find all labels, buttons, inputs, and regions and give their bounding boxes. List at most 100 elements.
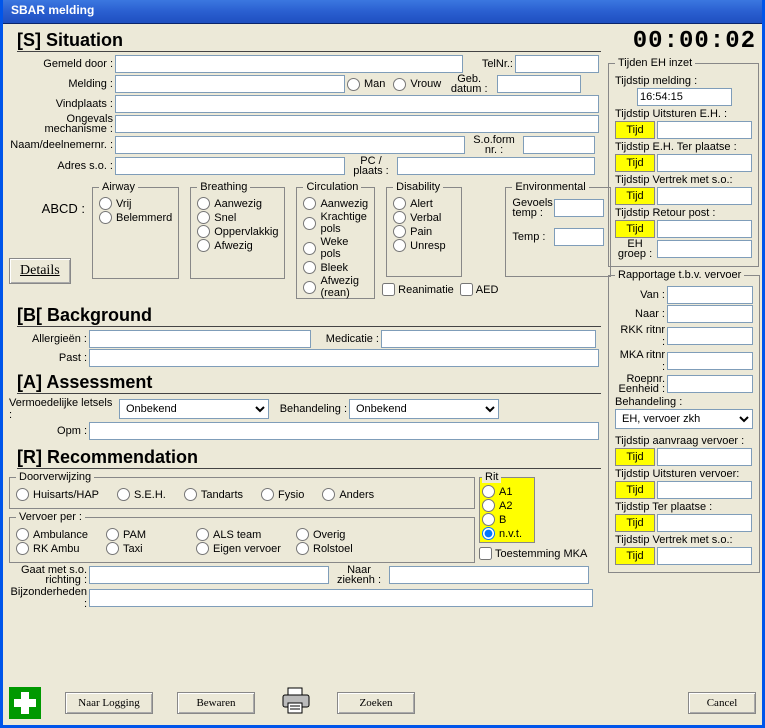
plus-icon[interactable]: [9, 687, 41, 719]
temp-input[interactable]: [554, 228, 604, 246]
melding-label: Melding :: [9, 78, 113, 90]
rit-a1-radio[interactable]: A1: [482, 485, 532, 498]
tijd-button-3[interactable]: Tijd: [615, 187, 655, 205]
gender-vrouw-radio[interactable]: [393, 78, 406, 91]
adres-input[interactable]: [115, 157, 345, 175]
rit-a2-radio[interactable]: A2: [482, 499, 532, 512]
vermoedelijke-select[interactable]: Onbekend: [119, 399, 269, 419]
opm-label: Opm :: [9, 425, 87, 437]
vervoer-ambulance-radio[interactable]: Ambulance: [16, 528, 106, 541]
airway-belemmerd-radio[interactable]: Belemmerd: [99, 211, 172, 224]
reanimatie-checkbox[interactable]: [382, 283, 395, 296]
rit-b-radio[interactable]: B: [482, 513, 532, 526]
tijd-terplaatse2-input[interactable]: [657, 514, 752, 532]
tijd-terplaatse-input[interactable]: [657, 154, 752, 172]
disability-alert-radio[interactable]: Alert: [393, 197, 455, 210]
naarziekenh-input[interactable]: [389, 566, 589, 584]
mkaritnr-input[interactable]: [667, 352, 753, 370]
melding-input[interactable]: [115, 75, 345, 93]
disability-legend: Disability: [393, 181, 443, 193]
naar-logging-button[interactable]: Naar Logging: [65, 692, 153, 714]
zoeken-button[interactable]: Zoeken: [337, 692, 415, 714]
details-button[interactable]: Details: [9, 258, 71, 284]
doorverwijzing-fysio-radio[interactable]: Fysio: [261, 488, 304, 501]
circulation-krachtige-pols-radio[interactable]: Krachtige pols: [303, 211, 368, 235]
vervoer-overig-radio[interactable]: Overig: [296, 528, 376, 541]
rkkritnr-input[interactable]: [667, 327, 753, 345]
toestemming-mka-checkbox[interactable]: [479, 547, 492, 560]
tijd-uitsturen-vervoer-input[interactable]: [657, 481, 752, 499]
breathing-afwezig-radio[interactable]: Afwezig: [197, 239, 278, 252]
tijdstip-melding-input[interactable]: [637, 88, 732, 106]
printer-icon[interactable]: [279, 686, 313, 719]
tijd-button-5[interactable]: Tijd: [615, 448, 655, 466]
doorverwijzing-huisarts-hap-radio[interactable]: Huisarts/HAP: [16, 488, 99, 501]
tijd-button-7[interactable]: Tijd: [615, 514, 655, 532]
tijd-uitsturen-eh-input[interactable]: [657, 121, 752, 139]
doorverwijzing-s-e-h--radio[interactable]: S.E.H.: [117, 488, 166, 501]
circulation-weke-pols-radio[interactable]: Weke pols: [303, 236, 368, 260]
tijd-button-4[interactable]: Tijd: [615, 220, 655, 238]
behandeling-vervoer-select[interactable]: EH, vervoer zkh: [615, 409, 753, 429]
airway-vrij-radio[interactable]: Vrij: [99, 197, 172, 210]
breathing-snel-radio[interactable]: Snel: [197, 211, 278, 224]
circulation-afwezig-rean--radio[interactable]: Afwezig (rean): [303, 275, 368, 299]
vervoer-pam-radio[interactable]: PAM: [106, 528, 196, 541]
gaatmet-input[interactable]: [89, 566, 329, 584]
cancel-button[interactable]: Cancel: [688, 692, 756, 714]
circulation-aanwezig-radio[interactable]: Aanwezig: [303, 197, 368, 210]
ongevals-input[interactable]: [115, 115, 599, 133]
vervoer-eigen-vervoer-radio[interactable]: Eigen vervoer: [196, 542, 296, 555]
circulation-legend: Circulation: [303, 181, 361, 193]
ehgroep-input[interactable]: [657, 240, 752, 258]
disability-pain-radio[interactable]: Pain: [393, 225, 455, 238]
vervoer-taxi-radio[interactable]: Taxi: [106, 542, 196, 555]
tijd-retour-input[interactable]: [657, 220, 752, 238]
breathing-oppervlakkig-radio[interactable]: Oppervlakkig: [197, 225, 278, 238]
disability-unresp-radio[interactable]: Unresp: [393, 239, 455, 252]
bewaren-button[interactable]: Bewaren: [177, 692, 255, 714]
disability-verbal-radio[interactable]: Verbal: [393, 211, 455, 224]
doorverwijzing-anders-radio[interactable]: Anders: [322, 488, 374, 501]
gender-man-radio[interactable]: [347, 78, 360, 91]
rapportage-legend: Rapportage t.b.v. vervoer: [615, 269, 744, 281]
tijden-legend: Tijden EH inzet: [615, 57, 695, 69]
assessment-heading: [A] Assessment: [17, 372, 601, 393]
telnr-input[interactable]: [515, 55, 599, 73]
roepnr-input[interactable]: [667, 375, 753, 393]
vindplaats-label: Vindplaats :: [9, 98, 113, 110]
opm-input[interactable]: [89, 422, 599, 440]
breathing-aanwezig-radio[interactable]: Aanwezig: [197, 197, 278, 210]
tijd-button-2[interactable]: Tijd: [615, 154, 655, 172]
vindplaats-input[interactable]: [115, 95, 599, 113]
gemeld-door-input[interactable]: [115, 55, 463, 73]
aed-checkbox[interactable]: [460, 283, 473, 296]
allergieen-label: Allergieën :: [9, 333, 87, 345]
past-input[interactable]: [89, 349, 599, 367]
tijd-aanvraag-input[interactable]: [657, 448, 752, 466]
naamdeel-input[interactable]: [115, 136, 465, 154]
pcplaats-input[interactable]: [397, 157, 595, 175]
tijd-button-6[interactable]: Tijd: [615, 481, 655, 499]
tijd-button-8[interactable]: Tijd: [615, 547, 655, 565]
adres-label: Adres s.o. :: [9, 160, 113, 172]
allergieen-input[interactable]: [89, 330, 311, 348]
vervoer-rk-ambu-radio[interactable]: RK Ambu: [16, 542, 106, 555]
vervoer-rolstoel-radio[interactable]: Rolstoel: [296, 542, 376, 555]
tijd-vertrek-input[interactable]: [657, 187, 752, 205]
van-input[interactable]: [667, 286, 753, 304]
bijzonderheden-input[interactable]: [89, 589, 593, 607]
gebdatum-input[interactable]: [497, 75, 581, 93]
medicatie-input[interactable]: [381, 330, 596, 348]
tijd-vertrek2-input[interactable]: [657, 547, 752, 565]
rit-n-v-t--radio[interactable]: n.v.t.: [482, 527, 532, 540]
soform-input[interactable]: [523, 136, 595, 154]
timer-display: 00:00:02: [604, 28, 758, 55]
vervoer-als-team-radio[interactable]: ALS team: [196, 528, 296, 541]
circulation-bleek-radio[interactable]: Bleek: [303, 261, 368, 274]
naar-input[interactable]: [667, 305, 753, 323]
doorverwijzing-tandarts-radio[interactable]: Tandarts: [184, 488, 243, 501]
gevoelstemp-input[interactable]: [554, 199, 604, 217]
tijd-button-1[interactable]: Tijd: [615, 121, 655, 139]
behandeling-select[interactable]: Onbekend: [349, 399, 499, 419]
